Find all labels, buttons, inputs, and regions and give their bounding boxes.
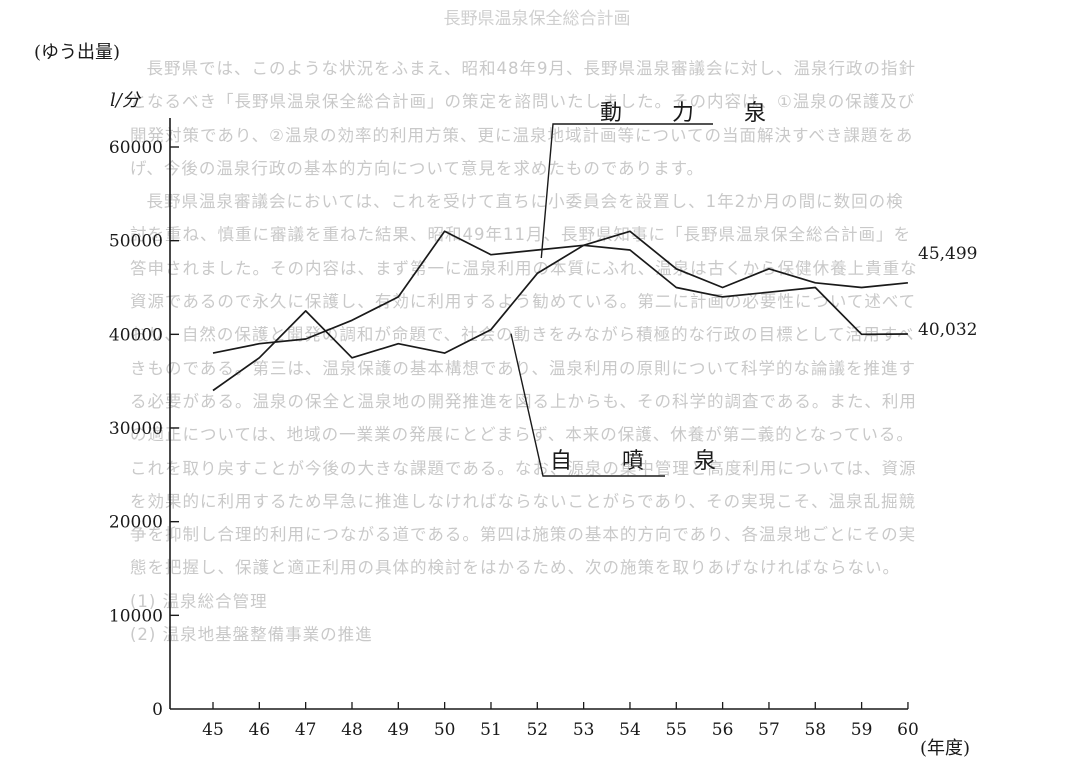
series-line-gushing-spring: [212, 230, 908, 354]
x-tick-label: 57: [758, 720, 780, 740]
x-tick-label: 53: [573, 720, 595, 740]
x-tick-label: 46: [249, 720, 271, 740]
y-tick-label: 40000: [109, 325, 163, 345]
callout-line-gushing-spring: [510, 333, 665, 477]
x-tick-label: 56: [712, 720, 734, 740]
series-line-power-spring: [212, 230, 908, 392]
x-tick-label: 51: [480, 720, 502, 740]
y-axis-title: (ゆう出量): [34, 42, 120, 63]
x-tick-label: 49: [387, 720, 409, 740]
x-tick-label: 47: [295, 720, 317, 740]
background-paragraph-2: 長野県温泉審議会においては、これを受けて直ちに小委員会を設置し、1年2か月の間に…: [130, 192, 918, 578]
x-tick-label: 60: [897, 720, 919, 740]
callout-label-power-spring: 動 力 泉: [600, 101, 780, 126]
callout-label-gushing-spring: 自 噴 泉: [550, 449, 730, 474]
series-group: [212, 230, 908, 392]
y-tick-label: 0: [152, 700, 163, 720]
callout-line-power-spring: [540, 123, 713, 259]
x-tick-label: 50: [434, 720, 456, 740]
axes: 0 10000 20000 30000 40000 50000 60000 45 46 47 48 4…: [109, 118, 919, 740]
end-label-gushing-spring: 40,032: [918, 320, 977, 340]
page-title: 長野県温泉保全総合計画: [443, 9, 631, 29]
x-tick-label: 48: [341, 720, 363, 740]
chart-labels: (ゆう出量) l/分 (年度) 動 力 泉 自 噴 泉 45,499 40,03…: [34, 42, 977, 759]
y-tick-label: 30000: [109, 419, 163, 439]
y-tick-label: 50000: [109, 232, 163, 252]
background-paragraph-1: 長野県では、このような状況をふまえ、昭和48年9月、長野県温泉審議会に対し、温泉…: [130, 59, 916, 178]
x-axis-title: (年度): [920, 738, 970, 759]
x-tick-label: 54: [619, 720, 641, 740]
y-axis-unit: l/分: [110, 90, 142, 111]
x-tick-label: 58: [804, 720, 826, 740]
x-tick-label: 55: [665, 720, 687, 740]
x-tick-label: 45: [202, 720, 224, 740]
callout-lines: [510, 123, 713, 477]
y-tick-label: 20000: [109, 513, 163, 533]
x-tick-label: 52: [526, 720, 548, 740]
y-tick-label: 10000: [109, 606, 163, 626]
background-subheading-2: (2) 温泉地基盤整備事業の推進: [130, 625, 373, 645]
y-tick-label: 60000: [109, 138, 163, 158]
x-tick-label: 59: [851, 720, 873, 740]
background-text: 長野県では、このような状況をふまえ、昭和48年9月、長野県温泉審議会に対し、温泉…: [130, 52, 920, 651]
end-label-power-spring: 45,499: [918, 244, 977, 264]
background-subheading-1: (1) 温泉総合管理: [130, 591, 268, 611]
